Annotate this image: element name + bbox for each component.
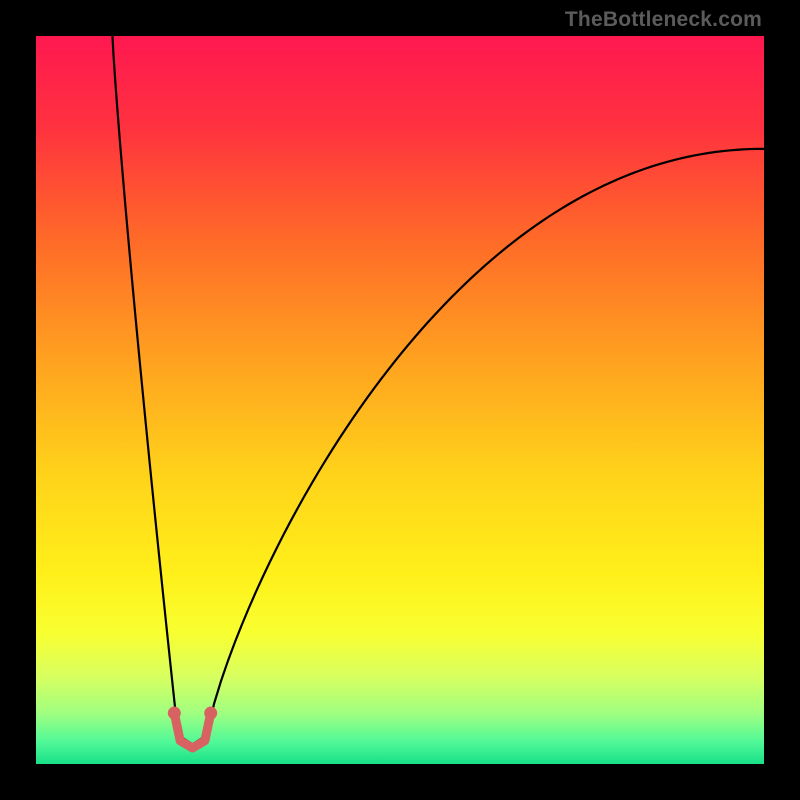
trough-marker-dot [168,707,181,720]
bottleneck-curve [112,36,764,744]
trough-marker-dot [204,707,217,720]
trough-marker-dots [168,707,217,720]
curve-layer [36,36,764,764]
trough-marker-u [174,713,210,748]
chart-frame: TheBottleneck.com [0,0,800,800]
plot-area [36,36,764,764]
watermark-text: TheBottleneck.com [565,8,762,32]
